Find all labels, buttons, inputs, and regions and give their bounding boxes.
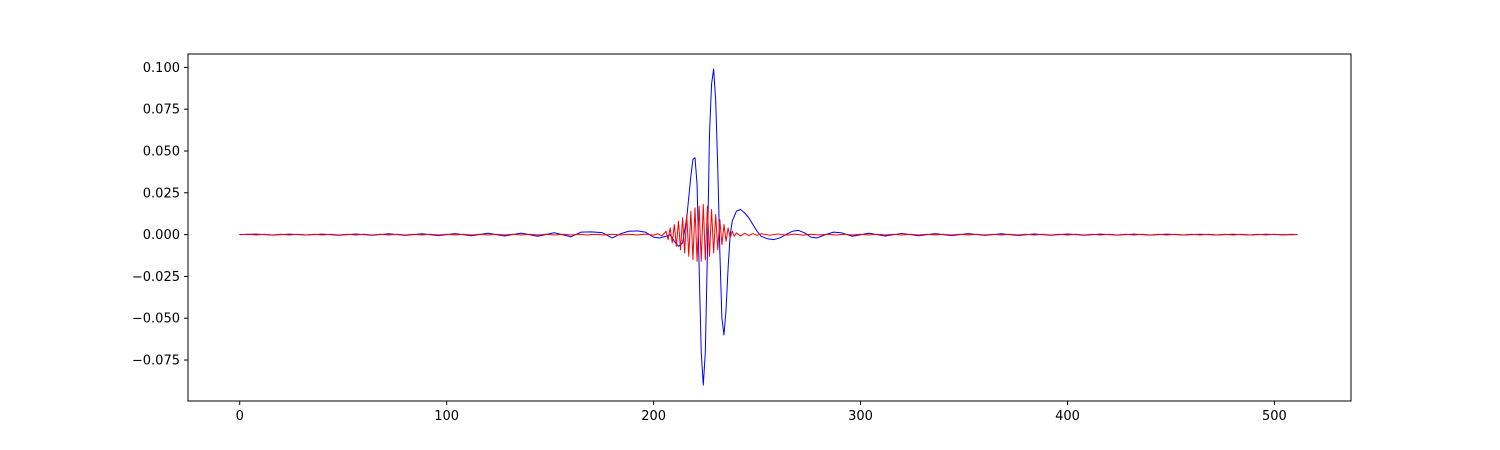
plot-frame [187,53,1352,402]
y-axis: 0.100 0.075 0.050 0.025 0.000 −0.025 −0.050 −0.… [132,61,188,369]
series-line-1 [239,204,1298,262]
x-tick-label: 200 [641,409,666,424]
y-tick-label: 0.050 [143,144,180,159]
y-tick-label: 0.000 [143,228,180,243]
x-tick-label: 100 [434,409,459,424]
x-axis: 0 100 200 300 400 500 [236,401,1287,424]
y-tick-label: 0.025 [143,186,180,201]
plot-area [188,54,1351,401]
x-tick-label: 0 [236,409,244,424]
y-tick-label: −0.050 [132,312,180,327]
y-tick-label: −0.025 [132,270,180,285]
y-tick-label: −0.075 [132,354,180,369]
y-tick-label: 0.075 [143,103,180,118]
series-layer [239,68,1298,386]
x-tick-label: 300 [848,409,873,424]
x-tick-label: 500 [1262,409,1287,424]
y-tick-label: 0.100 [143,61,180,76]
x-tick-label: 400 [1055,409,1080,424]
